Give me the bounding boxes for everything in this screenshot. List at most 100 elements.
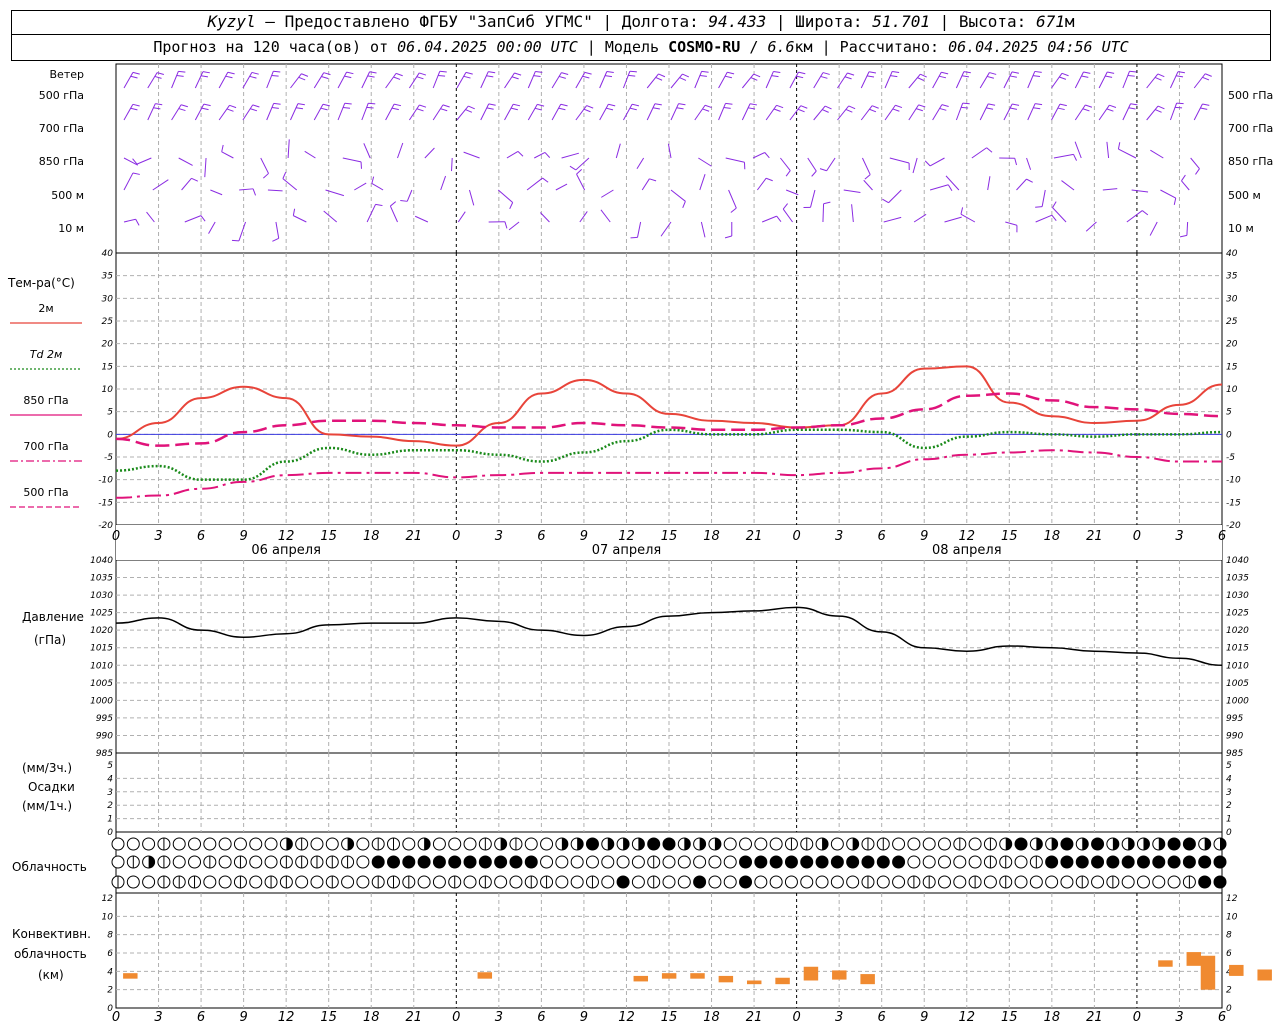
wind-barb-feather bbox=[130, 107, 138, 111]
wind-barb-feather bbox=[263, 173, 269, 179]
wind-barb-feather bbox=[1128, 107, 1136, 110]
wind-barb bbox=[1027, 103, 1036, 121]
wind-barb-feather bbox=[201, 107, 209, 111]
wind-barb bbox=[290, 73, 302, 89]
cloud-symbol-fill bbox=[1158, 838, 1165, 850]
legend-label: 500 гПа bbox=[23, 486, 68, 499]
wind-barb-feather bbox=[438, 74, 446, 77]
wind-barb-feather bbox=[608, 103, 616, 107]
wind-barb-feather bbox=[941, 71, 949, 75]
wind-barb-feather bbox=[864, 174, 871, 180]
y-tick-label-right: 4 bbox=[1226, 967, 1232, 977]
wind-barb bbox=[913, 213, 927, 223]
x-tick-label: 18 bbox=[703, 1010, 720, 1024]
date-label: 06 апреля bbox=[251, 543, 321, 558]
y-tick-label-left: 6 bbox=[107, 949, 113, 959]
y-tick-label-right: 3 bbox=[1226, 788, 1232, 798]
wind-barb bbox=[700, 221, 706, 238]
cloud-symbol-fill bbox=[500, 838, 507, 850]
cloud-symbol-fill bbox=[1051, 838, 1058, 850]
wind-barb bbox=[741, 73, 755, 89]
wind-barb-feather bbox=[1035, 103, 1043, 106]
cloud-symbol bbox=[723, 855, 737, 869]
y-tick-label-right: 0 bbox=[1226, 828, 1232, 838]
wind-barb-feather bbox=[292, 208, 296, 216]
wind-level-label: 700 гПа bbox=[39, 122, 84, 135]
precip-label: (мм/3ч.) bbox=[22, 761, 72, 775]
wind-barb-feather bbox=[513, 103, 521, 107]
wind-barb bbox=[860, 105, 873, 121]
y-tick-label-left: 2 bbox=[107, 801, 113, 811]
forecast-prefix: Прогноз на 120 часа(ов) от bbox=[153, 38, 398, 56]
wind-barb bbox=[622, 71, 631, 89]
wind-barb-feather bbox=[847, 72, 855, 76]
cloud-symbol bbox=[662, 875, 676, 889]
cloud-symbol-fill bbox=[1082, 838, 1089, 850]
conv-label: (км) bbox=[38, 968, 64, 982]
wind-barb bbox=[860, 71, 870, 89]
wind-barb-feather bbox=[561, 72, 569, 75]
wind-barb bbox=[275, 221, 280, 239]
cloud-symbol bbox=[387, 855, 400, 869]
wind-barb-feather bbox=[961, 106, 969, 109]
y-tick-label-right: -5 bbox=[1226, 453, 1235, 463]
wind-barb bbox=[670, 73, 683, 89]
wind-barb bbox=[440, 175, 447, 191]
cloud-symbol bbox=[463, 875, 477, 889]
y-tick-label-left: 20 bbox=[102, 340, 114, 350]
cloud-symbol bbox=[631, 855, 645, 869]
conv-bar bbox=[661, 973, 677, 979]
x-tick-label: 6 bbox=[1218, 529, 1226, 544]
cloud-symbol bbox=[662, 837, 676, 851]
wind-level-label-right: 10 м bbox=[1228, 222, 1254, 235]
cloud-symbol bbox=[1060, 855, 1074, 869]
wind-barb-feather bbox=[468, 105, 475, 110]
wind-barb-feather bbox=[1157, 73, 1165, 78]
wind-barb-feather bbox=[947, 184, 953, 192]
wind-barb-feather bbox=[1012, 103, 1020, 106]
cloud-symbol bbox=[494, 875, 508, 889]
wind-barb bbox=[1193, 73, 1206, 89]
y-tick-label-left: 3 bbox=[107, 788, 113, 798]
date-label: 08 апреля bbox=[932, 543, 1002, 558]
y-tick-label-left: 0 bbox=[107, 430, 113, 440]
cloud-symbol bbox=[693, 855, 707, 869]
wind-barb-feather bbox=[221, 144, 224, 152]
cloud-symbol bbox=[616, 875, 630, 889]
cloud-symbol bbox=[111, 855, 125, 869]
calc-time: 06.04.2025 04:56 UTC bbox=[948, 38, 1129, 56]
cloud-symbol bbox=[968, 837, 982, 851]
cloud-symbol bbox=[1167, 875, 1181, 889]
wind-barb bbox=[1051, 103, 1061, 121]
wind-barb-feather bbox=[682, 73, 690, 78]
wind-barb-feather bbox=[750, 77, 758, 81]
x-tick-label: 15 bbox=[320, 529, 337, 544]
wind-barb bbox=[667, 143, 672, 159]
cloud-symbol bbox=[126, 875, 140, 889]
wind-barb bbox=[575, 157, 590, 171]
wind-barb-feather bbox=[200, 215, 206, 222]
wind-barb bbox=[1003, 71, 1013, 89]
wind-barb-feather bbox=[890, 75, 898, 78]
wind-barb-feather bbox=[271, 107, 279, 109]
wind-barb-feather bbox=[271, 74, 279, 77]
wind-barb bbox=[575, 105, 588, 121]
y-tick-label-left: 1040 bbox=[90, 556, 113, 566]
wind-level-label: 500 м bbox=[51, 189, 84, 202]
wind-barb bbox=[184, 215, 202, 223]
wind-barb-feather bbox=[819, 168, 827, 172]
wind-barb bbox=[260, 157, 269, 174]
cloud-symbol bbox=[922, 855, 936, 869]
series-line-1 bbox=[115, 428, 1223, 481]
wind-barb-feather bbox=[200, 75, 209, 78]
wind-barb bbox=[728, 189, 737, 209]
wind-barb-feather bbox=[419, 72, 427, 76]
cloud-symbol bbox=[1152, 855, 1166, 869]
y-tick-label-right: 1035 bbox=[1226, 574, 1249, 584]
x-tick-label: 0 bbox=[1133, 1010, 1141, 1024]
axis-gap bbox=[116, 525, 1222, 560]
wind-barb bbox=[146, 211, 155, 223]
wind-barb bbox=[1003, 103, 1013, 121]
cloud-symbol bbox=[417, 855, 431, 869]
wind-barb bbox=[123, 218, 136, 223]
